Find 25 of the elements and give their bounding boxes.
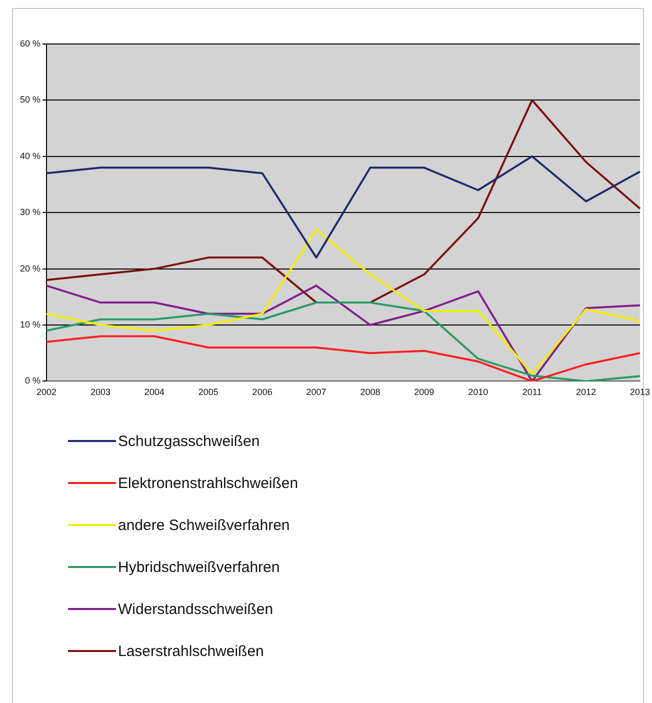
x-tick-label: 2010 — [468, 387, 488, 398]
x-tick-label: 2002 — [36, 387, 57, 398]
x-tick-label: 2005 — [198, 387, 218, 398]
x-tick-label: 2004 — [144, 387, 164, 398]
legend-label: Elektronenstrahlschweißen — [118, 474, 298, 492]
x-tick-label: 2009 — [414, 387, 434, 398]
legend-label: Widerstandsschweißen — [118, 600, 274, 618]
y-tick-label: 40 % — [20, 150, 41, 161]
legend-label: Schutzgasschweißen — [118, 432, 260, 450]
legend-label: andere Schweißverfahren — [118, 516, 290, 534]
x-tick-label: 2003 — [90, 387, 110, 398]
y-tick-label: 0 % — [25, 376, 41, 386]
y-tick-label: 50 % — [20, 94, 41, 105]
x-tick-label: 2013 — [630, 387, 650, 398]
legend-label: Hybridschweißverfahren — [118, 558, 280, 576]
x-tick-label: 2007 — [306, 387, 326, 398]
x-tick-label: 2012 — [576, 387, 596, 398]
y-tick-label: 10 % — [20, 319, 41, 330]
x-tick-label: 2008 — [360, 387, 380, 398]
y-tick-label: 30 % — [20, 207, 41, 218]
y-tick-label: 60 % — [20, 38, 41, 48]
x-tick-label: 2006 — [252, 387, 272, 398]
x-tick-label: 2011 — [522, 387, 542, 398]
legend-label: Laserstrahlschweißen — [118, 642, 264, 660]
y-tick-label: 20 % — [20, 263, 41, 274]
